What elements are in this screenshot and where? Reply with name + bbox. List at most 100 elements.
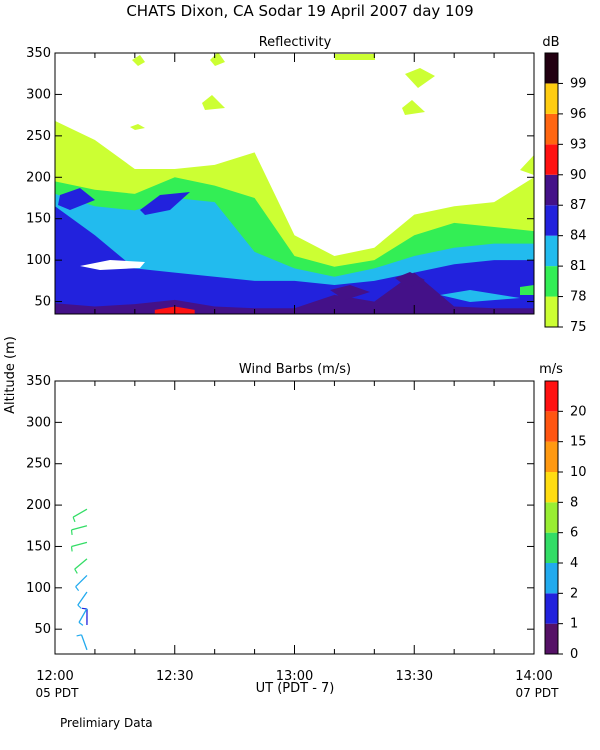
wind-colorbar-swatch (545, 381, 558, 412)
wind-barbs-axes: 50 100 150 200 250 300 350 12:00 12:30 13:00 13:30… (26, 374, 553, 684)
wind-colorbar-swatch (545, 593, 558, 624)
wind-colorbar-label: 4 (570, 556, 578, 571)
reflectivity-colorbar-swatch (545, 266, 558, 297)
reflectivity-y-tick-label: 150 (26, 212, 51, 227)
reflectivity-colorbar-label: 90 (570, 168, 587, 183)
wind-colorbar-label: 15 (570, 435, 587, 450)
reflectivity-patch (405, 68, 435, 88)
wind-barbs-panel-title: Wind Barbs (m/s) (239, 362, 351, 377)
reflectivity-y-tick-label: 50 (34, 295, 51, 310)
reflectivity-speckles (58, 53, 534, 302)
reflectivity-patch (58, 188, 95, 210)
wind-barb-feather (78, 621, 84, 626)
right-local-time-label: 07 PDT (516, 686, 560, 700)
reflectivity-patch (202, 95, 225, 110)
wind-barbs-y-tick-label: 350 (26, 374, 51, 389)
reflectivity-colorbar-label: 99 (570, 76, 587, 91)
wind-barb (77, 591, 88, 609)
reflectivity-colorbar-label: 75 (570, 320, 587, 335)
reflectivity-colorbar-label: 87 (570, 198, 587, 213)
reflectivity-patch (140, 192, 190, 215)
wind-barbs-x-tick-label: 12:30 (156, 669, 193, 684)
x-axis-label: UT (PDT - 7) (256, 681, 335, 696)
wind-colorbar: 0 1 2 4 6 8 10 15 20 (544, 380, 587, 662)
reflectivity-colorbar-swatch (545, 174, 558, 206)
wind-barbs-x-tick-label: 13:00 (276, 669, 313, 684)
wind-colorbar-label: 20 (570, 404, 587, 419)
wind-barbs-x-tick-label: 14:00 (515, 669, 552, 684)
reflectivity-colorbar-label: 78 (570, 290, 587, 305)
wind-barbs-y-tick-label: 200 (26, 498, 51, 513)
wind-barb-staff (71, 525, 88, 531)
wind-colorbar-label: 2 (570, 586, 578, 601)
wind-barb-staff (74, 558, 88, 570)
wind-barb-staff (77, 591, 88, 606)
wind-barb (78, 608, 88, 626)
wind-colorbar-swatch (545, 411, 558, 442)
wind-barb (72, 508, 88, 523)
wind-barb (70, 541, 88, 552)
reflectivity-colorbar-label: 96 (570, 107, 587, 122)
reflectivity-patch (335, 54, 375, 60)
wind-barb (70, 525, 88, 535)
reflectivity-colorbar-swatch (545, 144, 558, 175)
wind-barb-staff (72, 508, 88, 518)
reflectivity-y-tick-label: 250 (26, 129, 51, 144)
reflectivity-patch (395, 272, 425, 288)
reflectivity-patch (520, 285, 534, 295)
wind-barbs-panel: Wind Barbs (m/s) 5010015020025030035012:… (26, 362, 586, 684)
wind-barbs-x-tick-label: 12:00 (36, 669, 73, 684)
wind-colorbar-swatch (545, 472, 558, 503)
wind-barb-feather (70, 529, 73, 535)
reflectivity-colorbar-swatch (545, 83, 558, 114)
reflectivity-patch (130, 124, 145, 130)
wind-barbs-y-tick-label: 150 (26, 539, 51, 554)
reflectivity-y-tick-label: 200 (26, 170, 51, 185)
figure-title: CHATS Dixon, CA Sodar 19 April 2007 day … (126, 2, 473, 20)
reflectivity-panel-title: Reflectivity (259, 35, 332, 50)
footer-note: Prelimiary Data (60, 716, 153, 730)
reflectivity-field (55, 120, 534, 314)
reflectivity-colorbar-label: 93 (570, 137, 587, 152)
wind-colorbar-swatch (545, 502, 558, 533)
wind-barb-staff (75, 574, 88, 588)
wind-barb-feather (75, 586, 80, 592)
wind-barbs (70, 508, 88, 651)
wind-barbs-plot-frame (54, 380, 535, 655)
wind-colorbar-frame (544, 380, 559, 655)
reflectivity-colorbar-swatch (545, 53, 558, 84)
reflectivity-colorbar-label: 84 (570, 229, 587, 244)
wind-barbs-x-tick-label: 13:30 (396, 669, 433, 684)
reflectivity-colorbar-swatch (545, 296, 558, 327)
wind-barbs-y-tick-label: 250 (26, 457, 51, 472)
wind-colorbar-swatch (545, 441, 558, 472)
reflectivity-patch (330, 285, 370, 300)
wind-colorbar-label: 0 (570, 647, 578, 662)
reflectivity-patch (80, 260, 145, 270)
reflectivity-patch (520, 155, 534, 175)
wind-barb (74, 558, 88, 574)
wind-barb (76, 634, 88, 651)
wind-barb-staff (78, 608, 88, 623)
y-axis-label: Altitude (m) (3, 336, 18, 414)
wind-barb (75, 574, 88, 592)
reflectivity-patch (402, 100, 425, 115)
wind-colorbar-swatch (545, 623, 558, 654)
wind-colorbar-label: 8 (570, 495, 578, 510)
wind-barb-feather (72, 516, 76, 523)
reflectivity-y-tick-label: 300 (26, 87, 51, 102)
wind-barb-staff (71, 541, 88, 548)
wind-colorbar-unit: m/s (539, 362, 563, 377)
wind-barbs-y-tick-label: 50 (34, 622, 51, 637)
wind-colorbar-swatch (545, 532, 558, 563)
reflectivity-colorbar-frame (544, 52, 559, 328)
reflectivity-colorbar: 75 78 81 84 87 90 93 96 99 (544, 52, 587, 335)
reflectivity-patch (210, 53, 225, 66)
reflectivity-y-tick-label: 100 (26, 253, 51, 268)
reflectivity-colorbar-swatch (545, 205, 558, 236)
wind-barb-feather (70, 546, 73, 552)
wind-colorbar-label: 1 (570, 617, 578, 632)
wind-barbs-y-tick-label: 300 (26, 415, 51, 430)
